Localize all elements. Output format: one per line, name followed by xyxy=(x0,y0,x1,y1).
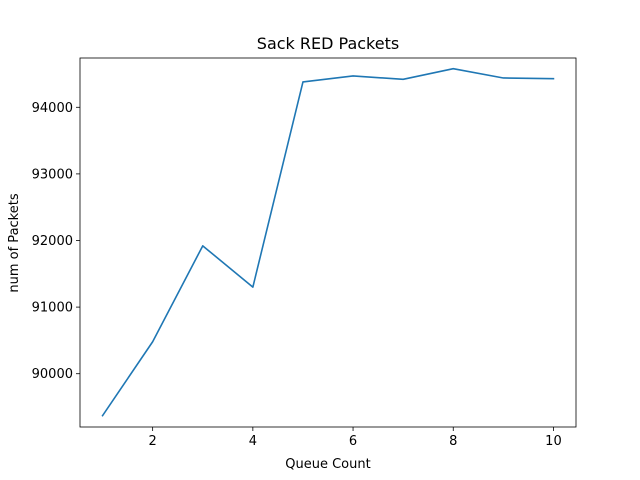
x-tick-label: 8 xyxy=(449,434,457,449)
y-tick-label: 90000 xyxy=(32,367,73,382)
y-axis-label: num of Packets xyxy=(7,193,22,292)
y-tick-label: 91000 xyxy=(32,301,73,316)
x-tick-label: 6 xyxy=(349,434,357,449)
x-axis: 2 4 6 8 10 xyxy=(149,427,562,449)
x-tick-label: 2 xyxy=(149,434,157,449)
x-tick-label: 10 xyxy=(545,434,562,449)
y-tick-label: 94000 xyxy=(32,101,73,116)
x-axis-label: Queue Count xyxy=(285,457,370,472)
plot-area-frame xyxy=(79,57,577,428)
series-layer xyxy=(101,67,555,417)
y-tick-label: 92000 xyxy=(32,234,73,249)
y-axis: 90000 91000 92000 93000 94000 xyxy=(32,101,80,382)
chart-title: Sack RED Packets xyxy=(257,34,399,53)
x-tick-label: 4 xyxy=(249,434,257,449)
y-tick-label: 93000 xyxy=(32,167,73,182)
series-line xyxy=(101,67,555,417)
